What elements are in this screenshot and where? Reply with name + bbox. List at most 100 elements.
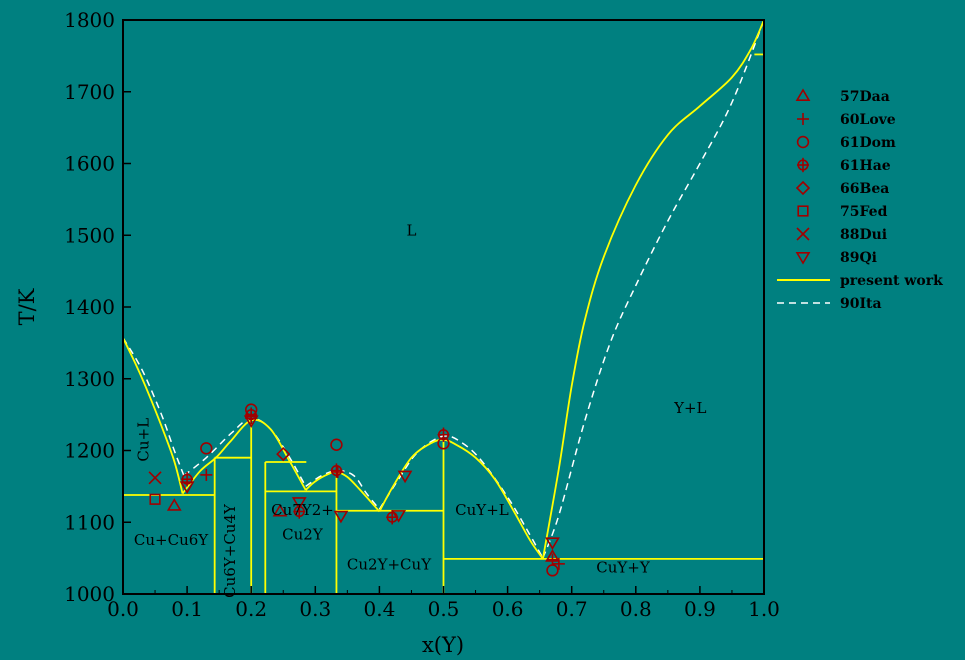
y-tick-label: 1300 <box>64 367 115 391</box>
data-point-61dom <box>330 438 343 451</box>
legend-swatch-66bea <box>795 180 811 196</box>
legend-swatch-61hae <box>797 157 809 173</box>
data-point-89qi <box>397 470 413 484</box>
series-90ita-line <box>542 19 765 559</box>
region-label: Y+L <box>673 399 706 417</box>
data-point-89qi <box>179 481 195 494</box>
legend-label-75fed: 75Fed <box>840 204 888 220</box>
x-tick-label: 0.9 <box>684 597 716 621</box>
x-tick-label: 0.8 <box>620 597 652 621</box>
data-point-89qi <box>291 497 307 510</box>
data-point-60love <box>200 468 213 481</box>
data-point-88dui <box>148 471 162 485</box>
data-point-89qi <box>391 510 407 523</box>
data-point-60love <box>546 553 559 566</box>
data-point-66bea <box>276 446 291 462</box>
legend-label-61dom: 61Dom <box>840 135 896 151</box>
data-point-61dom <box>546 564 559 577</box>
cross-marker-b <box>796 227 810 241</box>
series-90ita-line <box>305 469 380 510</box>
legend: 57Daa 60Love 61Dom 61Hae 66Bea 75Fed 88Dui 89Qi… <box>777 88 943 312</box>
y-tick-label: 1600 <box>64 152 115 176</box>
data-point-61dom <box>200 442 213 455</box>
circle-marker <box>546 564 559 577</box>
series-present-work-liquidus <box>122 337 184 494</box>
x-tick-label: 0.2 <box>235 597 267 621</box>
region-label: L <box>406 221 416 239</box>
legend-swatch-75fed <box>797 205 809 217</box>
legend-label-60love: 60Love <box>840 112 896 128</box>
region-label: CuY+L <box>455 501 509 519</box>
x-tick-label: 0.4 <box>363 597 395 621</box>
region-label: Cu7Y2+ <box>271 501 334 519</box>
region-label: Cu2Y <box>282 525 324 543</box>
data-point-89qi <box>545 537 560 550</box>
circle-marker <box>796 135 810 149</box>
x-tick-label: 0.1 <box>171 597 203 621</box>
legend-label-present-work: present work <box>840 273 943 289</box>
triangle-down-marker <box>291 497 307 510</box>
y-tick-label: 1800 <box>64 8 115 32</box>
y-axis-label: T/K <box>15 288 39 325</box>
axes-layer: 0.0 0.1 0.2 0.3 0.4 0.5 0.6 0.7 0.8 0.9 1.0 1000 11… <box>15 8 780 657</box>
x-axis-label: x(Y) <box>422 633 464 657</box>
y-axis-ticks: 1000 1100 1200 1300 1400 1500 1600 1700 1800 <box>64 8 131 606</box>
x-tick-label: 0.7 <box>556 597 588 621</box>
legend-swatch-89qi <box>795 252 811 265</box>
triangle-up-marker <box>272 503 288 517</box>
data-point-60love <box>552 557 565 570</box>
x-tick-label: 0.6 <box>492 597 524 621</box>
data-point-57daa <box>166 498 182 511</box>
legend-label-66bea: 66Bea <box>840 181 889 197</box>
series-present-work-liquidus <box>181 418 307 495</box>
triangle-down-marker <box>333 510 349 524</box>
data-point-61hae <box>330 463 343 478</box>
triangle-up-marker <box>166 498 182 511</box>
triangle-down-marker <box>795 252 811 265</box>
data-point-57daa <box>272 503 288 517</box>
legend-swatch-60love <box>797 113 809 125</box>
y-tick-label: 1200 <box>64 439 115 463</box>
data-point-75fed <box>149 493 161 505</box>
triangle-down-marker <box>243 415 259 428</box>
triangle-up-marker <box>795 88 811 101</box>
legend-label-61hae: 61Hae <box>840 158 891 174</box>
series-present-work-liquidus <box>378 438 544 560</box>
x-tick-label: 0.5 <box>428 597 460 621</box>
x-axis-ticks: 0.0 0.1 0.2 0.3 0.4 0.5 0.6 0.7 0.8 0.9 1.0 <box>107 586 780 621</box>
y-tick-label: 1100 <box>64 510 115 534</box>
y-tick-label: 1700 <box>64 80 115 104</box>
x-tick-label: 1.0 <box>748 597 780 621</box>
region-labels: L Y+L Cu+L Cu+Cu6Y Cu6Y+Cu4Y Cu7Y2+ Cu2Y Cu2Y+C… <box>134 221 707 598</box>
region-label: Cu2Y+CuY <box>347 556 432 574</box>
legend-label-90ita: 90Ita <box>840 296 882 312</box>
triangle-down-marker <box>179 481 195 494</box>
legend-swatch-61dom <box>796 135 810 149</box>
legend-label-88dui: 88Dui <box>840 227 887 243</box>
triangle-down-marker <box>397 470 413 484</box>
legend-label-89qi: 89Qi <box>840 250 877 266</box>
series-90ita-line <box>122 337 185 476</box>
region-label: Cu6Y+Cu4Y <box>221 503 239 598</box>
triangle-down-marker <box>545 537 560 550</box>
square-marker <box>149 493 161 505</box>
region-label: Cu+Cu6Y <box>134 531 209 549</box>
series-present-work-liquidus <box>542 19 765 559</box>
data-layer <box>122 19 765 594</box>
triangle-down-marker <box>391 510 407 523</box>
legend-label-57daa: 57Daa <box>840 89 890 105</box>
legend-swatch-57daa <box>795 88 811 101</box>
data-point-61hae <box>437 427 450 442</box>
legend-swatch-88dui <box>796 227 810 241</box>
x-tick-label: 0.3 <box>299 597 331 621</box>
data-point-61hae <box>245 407 258 422</box>
region-label: CuY+Y <box>596 558 651 576</box>
data-point-89qi <box>333 510 349 524</box>
cross-marker-b <box>148 471 162 485</box>
diamond-marker <box>795 180 811 196</box>
data-point-89qi <box>243 415 259 428</box>
series-90ita-line <box>378 435 544 559</box>
data-point-61hae <box>181 472 194 487</box>
